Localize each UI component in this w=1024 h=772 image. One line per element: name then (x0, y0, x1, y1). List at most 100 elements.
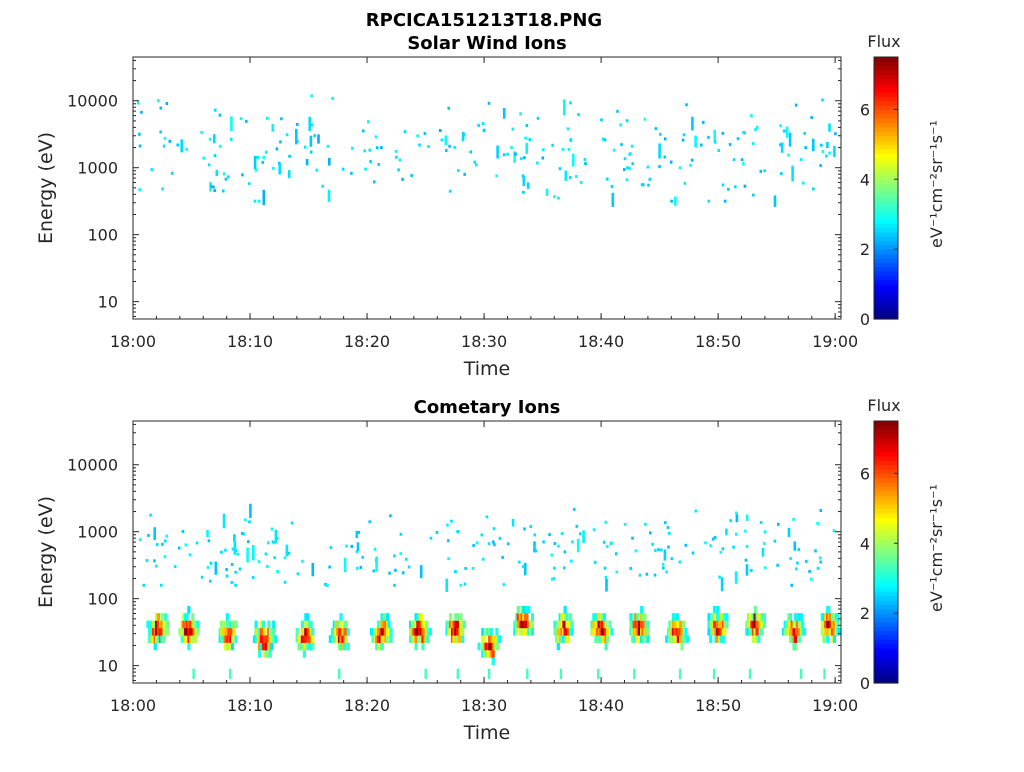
panel1-flux-cell (447, 620, 451, 629)
panel1-flux-cell (718, 613, 722, 621)
panel1-flux-cell (380, 642, 384, 651)
panel1-flux-cell (668, 620, 672, 629)
panel1-flux-cell (166, 628, 170, 636)
panel0-colorbar-segment (874, 105, 898, 110)
panel1-point (207, 539, 211, 543)
panel0-point (833, 145, 836, 158)
panel1-flux-cell (309, 628, 313, 636)
panel1-point (230, 563, 234, 566)
panel1-flux-cell (339, 642, 343, 651)
panel0-x-tick-label: 18:10 (227, 332, 273, 351)
panel1-point (542, 540, 545, 544)
panel0-point (213, 134, 216, 144)
panel1-flux-cell (644, 620, 648, 629)
panel1-point (464, 567, 467, 570)
panel1-point (718, 575, 721, 579)
panel0-point (487, 101, 491, 105)
panel1-flux-cell (156, 613, 160, 621)
panel1-y-tick-label: 10000 (67, 456, 118, 475)
panel-solar-wind: Solar Wind Ions 18:00 18:10 18:20 18:30 18:40… (35, 32, 946, 380)
panel1-point (407, 565, 411, 569)
panel1-point (356, 566, 359, 570)
panel0-point (742, 162, 745, 166)
panel1-flux-cell (270, 628, 274, 636)
panel1-point (231, 547, 235, 551)
panel0-colorbar-tick-label: 0 (860, 310, 870, 329)
panel0-point (227, 175, 230, 179)
panel1-point (153, 527, 156, 541)
panel1-point (662, 566, 665, 570)
panel0-colorbar-segment (874, 209, 898, 215)
panel1-flux-cell (822, 620, 826, 629)
panel1-flux-cell (489, 635, 493, 643)
panel1-point (290, 521, 294, 525)
panel1-point (744, 558, 748, 562)
panel1-flux-cell (196, 628, 200, 636)
panel1-flux-cell (556, 635, 560, 643)
panel1-flux-cell (194, 620, 198, 629)
panel0-point (658, 143, 661, 159)
panel0-point (506, 152, 509, 156)
panel1-flux-cell (826, 635, 830, 643)
panel0-point (690, 158, 694, 162)
panel0-point (740, 158, 744, 162)
panel0-point (296, 123, 299, 126)
panel0-point (564, 170, 568, 181)
panel1-flux-cell (788, 628, 793, 636)
panel0-point (180, 139, 183, 153)
panel0-point (727, 187, 730, 191)
panel0-point (439, 129, 442, 132)
panel1-flux-cell (602, 613, 607, 621)
panel1-flux-cell (462, 620, 467, 629)
panel1-point (233, 541, 237, 555)
panel1-point (709, 544, 712, 548)
panel1-flux-cell (636, 613, 640, 621)
panel1-colorbar-segment (874, 460, 898, 466)
panel1-point (745, 514, 749, 521)
panel1-flux-cell (632, 620, 636, 629)
panel0-point (275, 147, 279, 151)
panel1-point (155, 543, 159, 547)
panel1-flux-cell (192, 628, 196, 636)
panel1-flux-cell (383, 635, 388, 643)
panel1-flux-cell (641, 635, 645, 643)
panel1-flux-cell (455, 628, 460, 636)
panel1-point (550, 577, 554, 581)
panel1-point (450, 519, 453, 523)
panel1-flux-cell (272, 635, 276, 643)
panel1-flux-cell (745, 620, 749, 629)
panel1-flux-cell (830, 628, 835, 636)
panel1-point (266, 565, 269, 568)
panel0-point (528, 138, 532, 141)
panel1-flux-cell (189, 628, 193, 636)
panel1-flux-cell (638, 628, 642, 636)
panel1-flux-cell (389, 628, 393, 636)
panel1-point (161, 542, 164, 546)
panel0-point (313, 134, 316, 138)
panel1-flux-cell (563, 605, 567, 614)
panel1-flux-cell (270, 635, 274, 643)
panel1-flux-cell (636, 628, 640, 636)
panel1-point (661, 562, 665, 566)
panel0-point (159, 130, 162, 134)
panel0-point (669, 160, 673, 164)
panel1-flux-cell (797, 620, 801, 629)
panel1-flux-cell (824, 620, 828, 629)
panel1-point (603, 566, 607, 570)
panel0-point (328, 157, 331, 166)
panel1-flux-cell (380, 628, 384, 636)
panel1-flux-cell (185, 635, 189, 643)
panel1-point (678, 560, 682, 564)
panel1-flux-cell (491, 635, 495, 643)
panel1-point (792, 517, 795, 521)
panel1-flux-cell (529, 620, 533, 629)
panel1-point (523, 527, 526, 531)
panel1-flux-cell (225, 642, 229, 651)
panel0-point (812, 187, 815, 191)
panel0-colorbar-segment (874, 310, 898, 316)
panel1-flux-cell (155, 635, 159, 643)
panel1-flux-cell (389, 635, 393, 643)
panel0-point (619, 123, 622, 127)
panel1-flux-cell (229, 642, 233, 651)
panel0-point (327, 189, 331, 202)
